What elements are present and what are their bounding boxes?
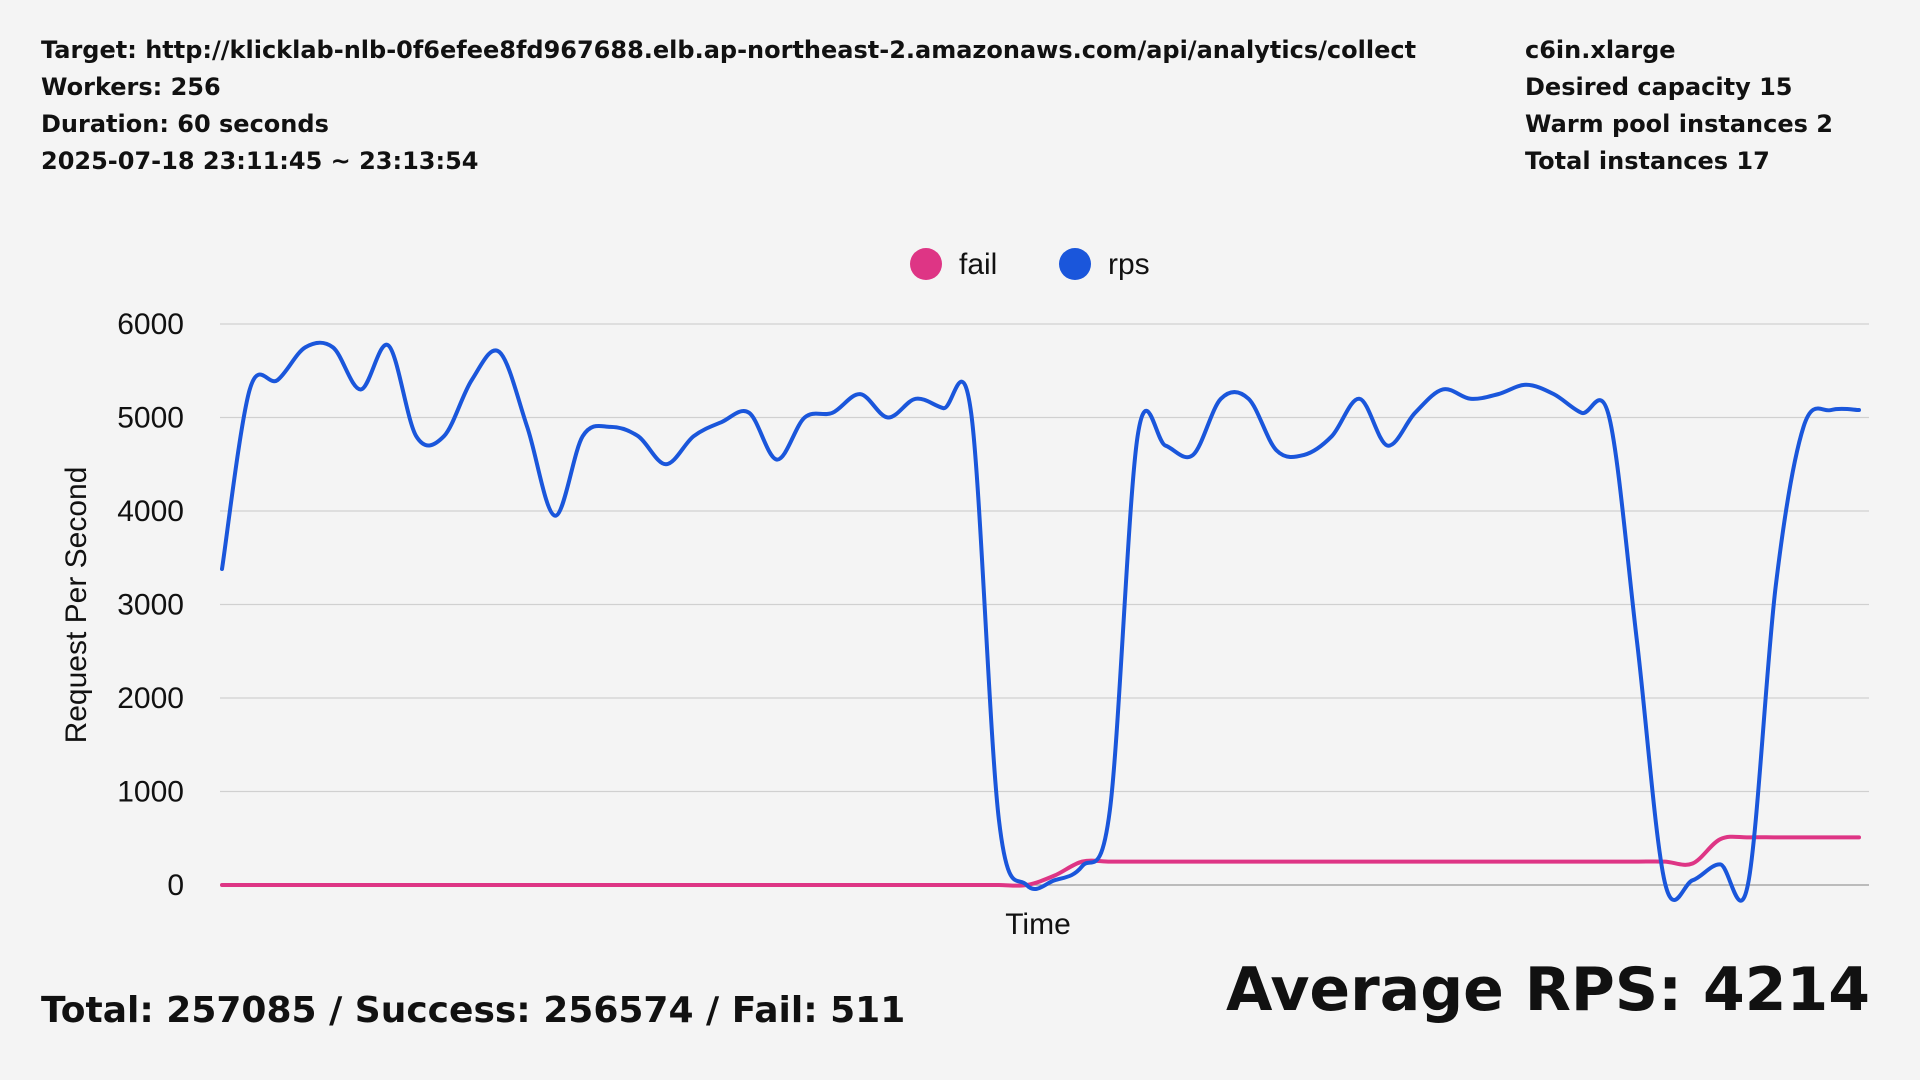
legend-label: fail bbox=[959, 248, 997, 281]
header-line: Duration: 60 seconds bbox=[41, 110, 329, 138]
average-rps: Average RPS: 4214 bbox=[1226, 955, 1870, 1025]
y-axis-label: Request Per Second bbox=[60, 467, 93, 744]
series-line bbox=[220, 834, 1861, 888]
y-tick-label: 1000 bbox=[117, 776, 184, 809]
y-tick-label: 5000 bbox=[117, 402, 184, 435]
y-tick-label: 4000 bbox=[117, 495, 184, 528]
y-tick-label: 0 bbox=[167, 869, 184, 902]
header-line: Desired capacity 15 bbox=[1525, 73, 1792, 101]
y-tick-label: 6000 bbox=[117, 308, 184, 341]
y-tick-label: 2000 bbox=[117, 682, 184, 715]
legend-marker bbox=[910, 248, 942, 280]
header-line: Target: http://klicklab-nlb-0f6efee8fd96… bbox=[41, 36, 1416, 64]
summary: Total: 257085 / Success: 256574 / Fail: … bbox=[41, 990, 905, 1031]
y-tick-label: 3000 bbox=[117, 589, 184, 622]
legend-label: rps bbox=[1108, 248, 1150, 281]
header-line: c6in.xlarge bbox=[1525, 36, 1676, 64]
header-line: 2025-07-18 23:11:45 ~ 23:13:54 bbox=[41, 147, 478, 175]
header-line: Total instances 17 bbox=[1525, 147, 1770, 175]
legend-marker bbox=[1059, 248, 1091, 280]
series-line bbox=[220, 340, 1861, 903]
header-line: Warm pool instances 2 bbox=[1525, 110, 1833, 138]
header-line: Workers: 256 bbox=[41, 73, 221, 101]
x-axis-label: Time bbox=[1005, 908, 1071, 941]
